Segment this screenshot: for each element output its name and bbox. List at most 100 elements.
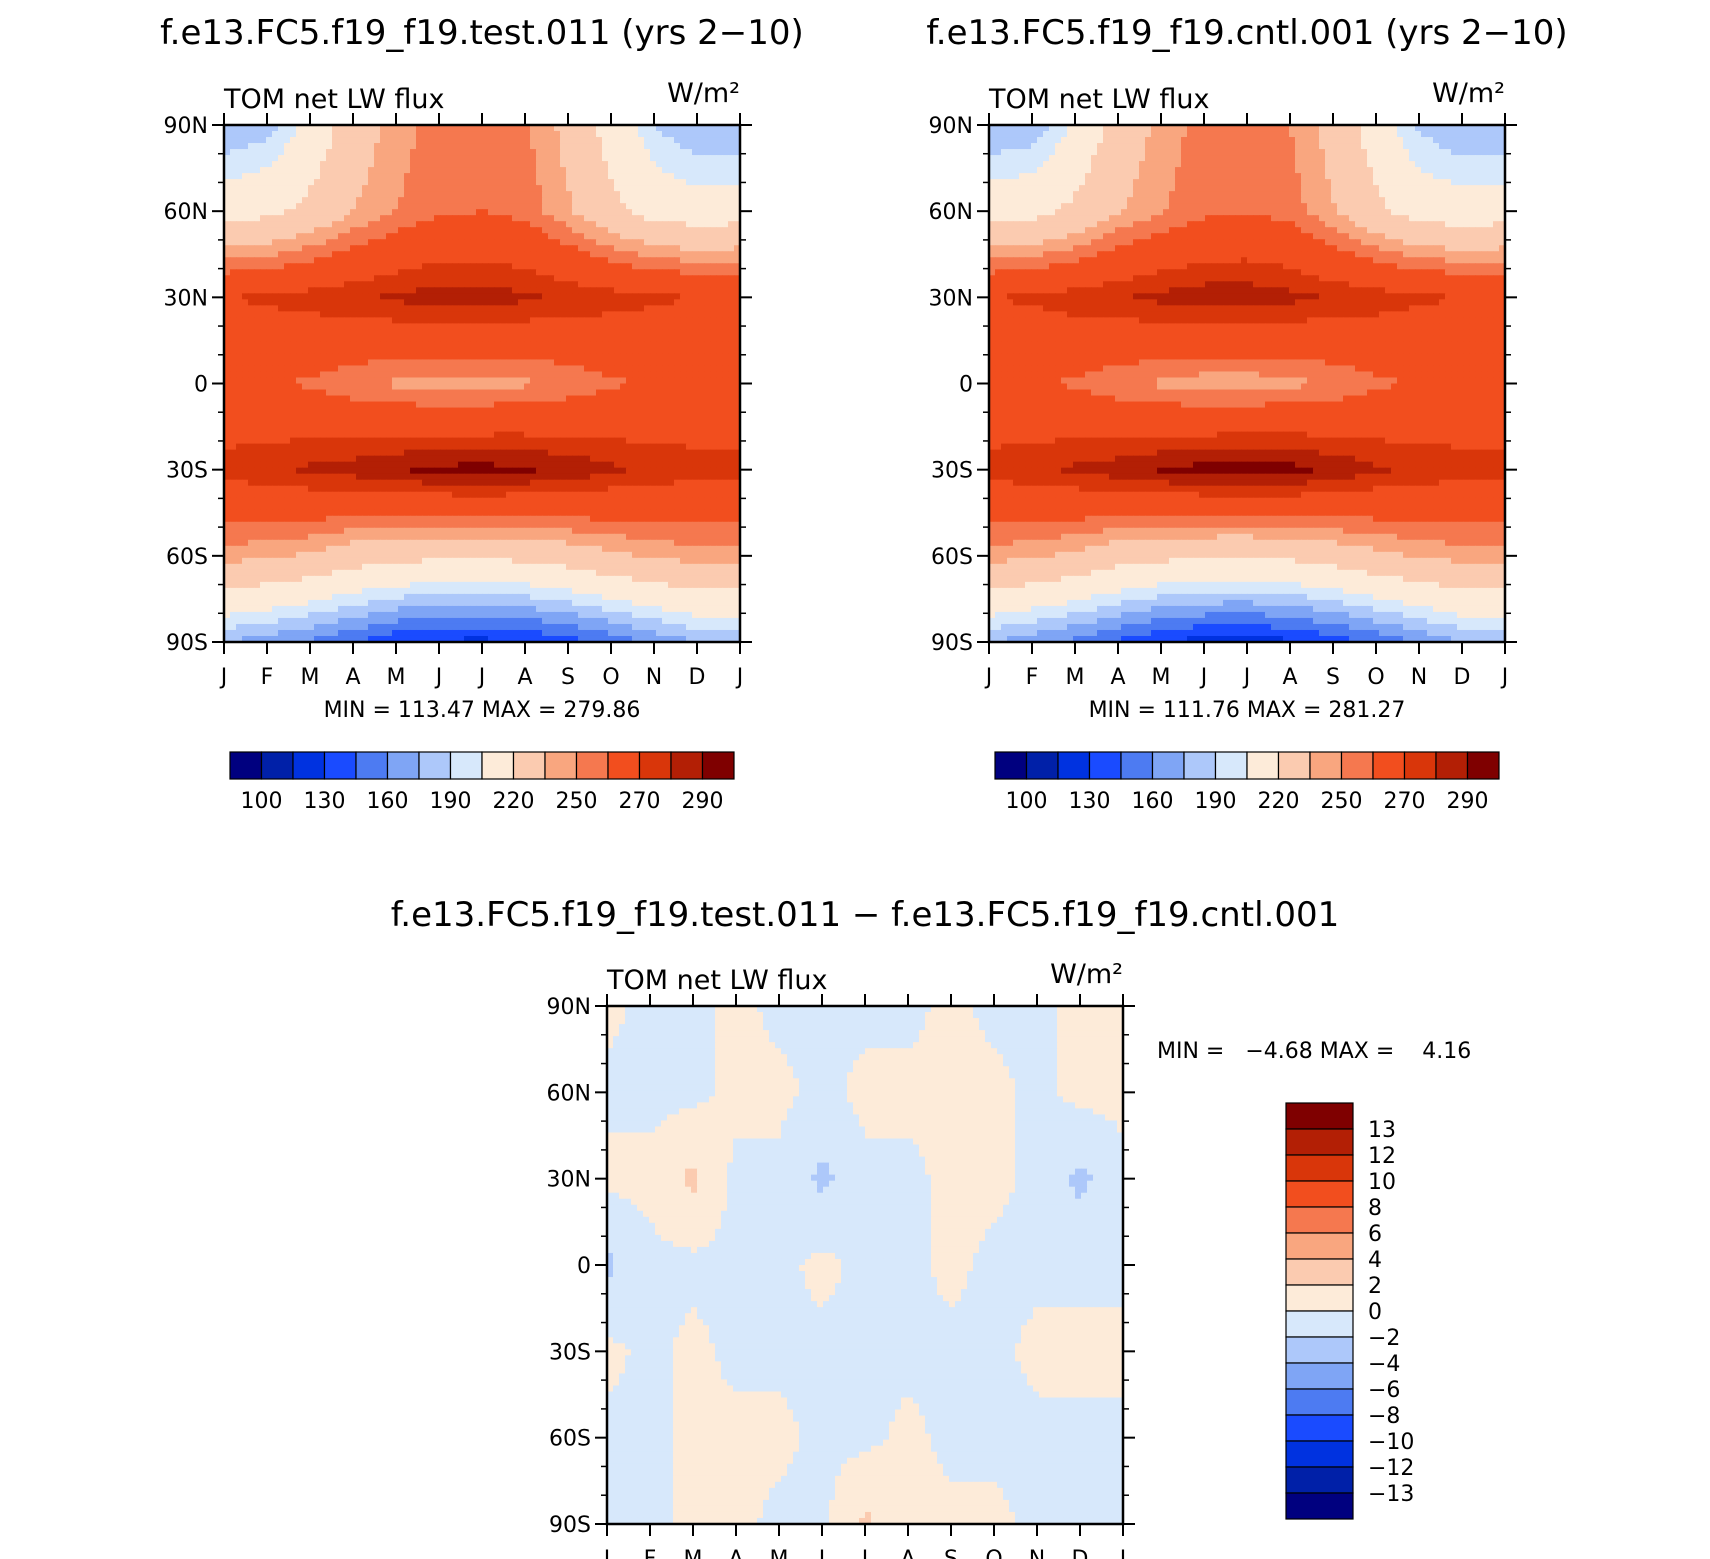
contour-cell [524, 335, 531, 343]
contour-cell [686, 383, 693, 391]
contour-cell [590, 311, 597, 318]
contour-cell [542, 185, 549, 192]
contour-cell [248, 305, 255, 312]
contour-cell [440, 419, 447, 427]
contour-cell [326, 449, 333, 457]
contour-cell [602, 377, 609, 385]
contour-cell [674, 311, 681, 318]
contour-cell [386, 311, 393, 318]
contour-cell [308, 227, 315, 234]
contour-cell [680, 275, 687, 282]
contour-cell [224, 233, 231, 240]
contour-cell [314, 389, 321, 397]
contour-cell [458, 179, 465, 186]
contour-cell [260, 299, 267, 306]
contour-cell [596, 269, 603, 276]
contour-cell [566, 239, 573, 246]
contour-cell [584, 131, 591, 138]
contour-cell [350, 203, 357, 210]
contour-cell [488, 371, 495, 379]
contour-cell [236, 467, 243, 475]
contour-cell [290, 371, 297, 379]
contour-cell [452, 437, 459, 445]
contour-cell [314, 305, 321, 312]
contour-cell [668, 419, 675, 427]
contour-cell [518, 131, 525, 138]
contour-cell [356, 155, 363, 162]
contour-cell [656, 185, 663, 192]
contour-cell [518, 311, 525, 318]
contour-cell [734, 467, 740, 475]
contour-cell [332, 251, 339, 258]
contour-cell [458, 245, 465, 252]
contour-cell [686, 419, 693, 427]
contour-cell [308, 293, 315, 300]
contour-cell [704, 389, 711, 397]
contour-cell [734, 209, 740, 216]
contour-cell [338, 263, 345, 270]
contour-cell [338, 401, 345, 409]
contour-cell [224, 299, 231, 306]
contour-cell [374, 239, 381, 246]
contour-cell [266, 155, 273, 162]
contour-cell [506, 359, 513, 367]
contour-cell [356, 365, 363, 373]
contour-cell [650, 353, 657, 361]
contour-cell [440, 335, 447, 343]
contour-cell [296, 407, 303, 415]
contour-cell [698, 227, 705, 234]
contour-cell [308, 287, 315, 294]
contour-cell [452, 287, 459, 294]
contour-cell [518, 365, 525, 373]
contour-cell [242, 203, 249, 210]
contour-cell [368, 179, 375, 186]
contour-cell [698, 239, 705, 246]
contour-cell [416, 143, 423, 150]
contour-cell [584, 179, 591, 186]
contour-cell [650, 155, 657, 162]
contour-cell [392, 197, 399, 204]
contour-cell [542, 311, 549, 318]
contour-cell [248, 209, 255, 216]
contour-cell [584, 233, 591, 240]
contour-cell [536, 449, 543, 457]
contour-cell [518, 179, 525, 186]
contour-cell [308, 305, 315, 312]
contour-cell [356, 191, 363, 198]
contour-cell [536, 443, 543, 451]
contour-cell [380, 149, 387, 156]
contour-cell [566, 341, 573, 349]
contour-cell [530, 347, 537, 355]
contour-cell [554, 443, 561, 451]
contour-cell [458, 407, 465, 415]
contour-cell [296, 413, 303, 421]
contour-cell [308, 257, 315, 264]
contour-cell [464, 131, 471, 138]
contour-cell [488, 131, 495, 138]
contour-cell [440, 233, 447, 240]
contour-cell [530, 143, 537, 150]
contour-cell [332, 365, 339, 373]
contour-cell [518, 125, 525, 132]
contour-cell [320, 149, 327, 156]
contour-cell [662, 353, 669, 361]
contour-cell [404, 173, 411, 180]
contour-cell [500, 263, 507, 270]
contour-cell [734, 137, 740, 144]
contour-cell [602, 293, 609, 300]
contour-cell [344, 143, 351, 150]
contour-cell [410, 125, 417, 132]
contour-cell [464, 227, 471, 234]
contour-cell [386, 413, 393, 421]
contour-cell [296, 455, 303, 463]
contour-cell [398, 305, 405, 312]
contour-cell [362, 389, 369, 397]
contour-cell [320, 305, 327, 312]
contour-cell [428, 191, 435, 198]
contour-cell [506, 191, 513, 198]
contour-cell [470, 239, 477, 246]
contour-cell [602, 431, 609, 439]
contour-cell [380, 263, 387, 270]
contour-cell [446, 227, 453, 234]
contour-cell [590, 197, 597, 204]
